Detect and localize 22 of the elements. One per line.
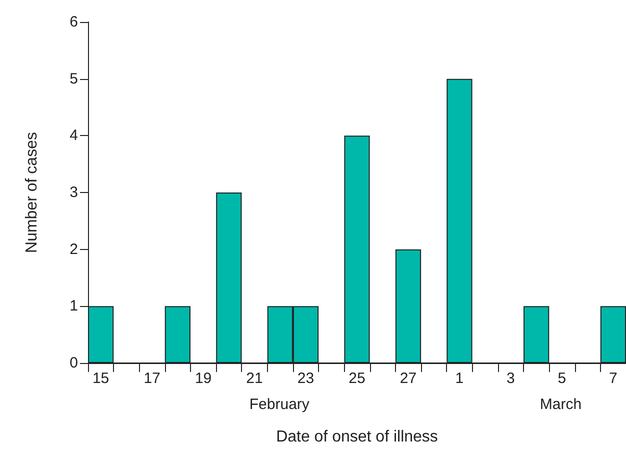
y-tick-label: 4 xyxy=(70,127,78,144)
x-tick-label: 27 xyxy=(400,370,417,387)
x-tick-label: 19 xyxy=(194,370,212,387)
x-tick-label: 25 xyxy=(348,370,366,387)
y-tick-label: 0 xyxy=(70,354,78,372)
x-tick-label: 21 xyxy=(246,370,263,387)
x-tick-label: 17 xyxy=(144,370,160,387)
x-tick-label: 15 xyxy=(92,370,110,387)
y-tick-label: 6 xyxy=(70,14,78,30)
y-tick-label: 1 xyxy=(70,298,78,315)
x-tick-label: 1 xyxy=(455,370,464,387)
text: February xyxy=(249,396,310,413)
x-tick-label: 7 xyxy=(609,370,618,387)
text: March xyxy=(540,396,582,413)
x-tick-label: 23 xyxy=(297,370,314,387)
y-tick-label: 3 xyxy=(70,184,78,201)
x-tick-label: 5 xyxy=(558,370,566,387)
y-tick-label: 2 xyxy=(70,240,78,258)
x-tick-label: 3 xyxy=(506,370,515,387)
y-tick-label: 5 xyxy=(70,70,78,88)
y-axis-title: Number of cases xyxy=(24,132,40,253)
x-axis-title: Date of onset of illness xyxy=(276,428,438,446)
